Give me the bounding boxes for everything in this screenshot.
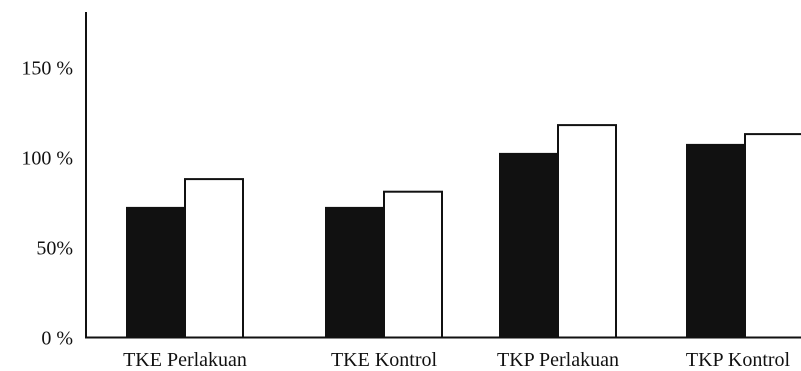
- bar-light-0: [184, 178, 244, 339]
- x-category-label-3: TKP Kontrol: [686, 349, 791, 371]
- bar-dark-2: [499, 152, 559, 339]
- x-category-label-0: TKE Perlakuan: [123, 349, 247, 371]
- bar-dark-1: [325, 206, 385, 339]
- bar-light-1: [383, 190, 443, 339]
- bars-layer: [126, 124, 801, 339]
- y-tick-label-1: 50%: [36, 238, 73, 260]
- bar-dark-0: [126, 206, 186, 339]
- bar-light-2: [557, 124, 617, 339]
- y-ticks-layer: 0 % 50% 100 % 150 %: [21, 58, 73, 350]
- y-tick-label-3: 150 %: [21, 58, 73, 80]
- x-category-label-2: TKP Perlakuan: [497, 349, 619, 371]
- axes-layer: [85, 12, 801, 339]
- bar-light-3: [744, 133, 801, 339]
- y-tick-label-0: 0 %: [41, 328, 73, 350]
- x-category-label-1: TKE Kontrol: [331, 349, 438, 371]
- category-labels-layer: TKE Perlakuan TKE Kontrol TKP Perlakuan TKP…: [123, 349, 790, 371]
- bar-dark-3: [686, 143, 746, 339]
- y-tick-label-2: 100 %: [21, 148, 73, 170]
